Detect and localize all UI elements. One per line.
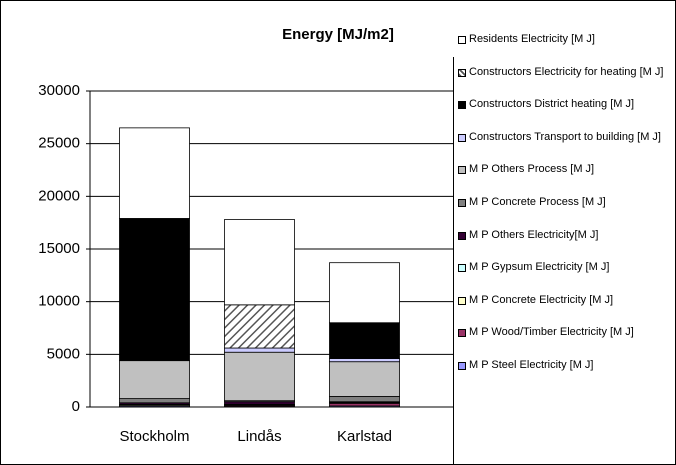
legend-label: M P Steel Electricity [M J]	[469, 359, 594, 371]
legend-item: M P Concrete Process [M J]	[458, 196, 672, 209]
legend-item: M P Others Electricity[M J]	[458, 229, 672, 242]
bar-segment	[119, 127, 190, 219]
bar-segment	[224, 304, 295, 349]
legend-swatch	[458, 36, 466, 44]
bar-segment	[329, 361, 400, 397]
bar-segment	[224, 351, 295, 402]
legend-item: M P Steel Electricity [M J]	[458, 359, 672, 372]
bar-segment	[329, 322, 400, 359]
y-tick-label: 10000	[38, 293, 80, 310]
bar-segment	[119, 398, 190, 404]
legend-label: Constructors Transport to building [M J]	[469, 130, 661, 143]
legend-item: M P Others Process [M J]	[458, 163, 672, 176]
bar-segment	[224, 347, 295, 353]
legend-swatch	[458, 166, 466, 175]
legend-swatch	[458, 329, 466, 338]
legend-swatch	[458, 231, 466, 240]
legend-label: Constructors District heating [M J]	[469, 98, 635, 111]
x-tick-label: Stockholm	[119, 428, 189, 445]
legend-swatch	[458, 296, 466, 305]
legend-item: M P Gypsum Electricity [M J]	[458, 261, 672, 274]
legend-label: M P Concrete Electricity [M J]	[469, 293, 614, 306]
x-tick-label: Karlstad	[337, 428, 392, 445]
legend-item: M P Wood/Timber Electricity [M J]	[458, 326, 672, 339]
legend-item: Constructors Electricity for heating [M …	[458, 66, 672, 79]
y-tick-label: 0	[72, 398, 80, 415]
legend-item: Constructors Transport to building [M J]	[458, 131, 672, 144]
legend-label: Constructors Electricity for heating [M …	[469, 65, 664, 78]
bar-segment	[329, 358, 400, 363]
legend-label: M P Concrete Process [M J]	[469, 196, 606, 208]
legend-item: M P Concrete Electricity [M J]	[458, 294, 672, 307]
bar-segment	[119, 218, 190, 362]
bar-segment	[224, 219, 295, 306]
legend-item: Constructors District heating [M J]	[458, 98, 672, 111]
bar-segment	[119, 360, 190, 399]
bar-segment	[329, 262, 400, 324]
legend-label: M P Wood/Timber Electricity [M J]	[469, 326, 634, 339]
legend-swatch	[458, 362, 466, 370]
legend-item: Residents Electricity [M J]	[458, 33, 672, 46]
x-tick-label: Lindås	[237, 428, 281, 445]
legend-label: M P Gypsum Electricity [M J]	[469, 261, 610, 274]
bar-segment	[329, 396, 400, 403]
legend-swatch	[458, 199, 466, 207]
chart-title: Energy [MJ/m2]	[282, 26, 394, 43]
legend-swatch	[458, 264, 466, 273]
legend-label: M P Others Process [M J]	[469, 163, 595, 176]
legend-swatch	[458, 133, 466, 142]
legend-swatch	[458, 68, 466, 77]
legend-label: M P Others Electricity[M J]	[469, 228, 599, 241]
y-tick-label: 30000	[38, 82, 80, 99]
y-tick-label: 5000	[47, 345, 80, 362]
legend-swatch	[458, 101, 466, 110]
y-tick-label: 15000	[38, 240, 80, 257]
y-tick-label: 20000	[38, 187, 80, 204]
y-tick-label: 25000	[38, 135, 80, 152]
legend-label: Residents Electricity [M J]	[469, 33, 595, 45]
